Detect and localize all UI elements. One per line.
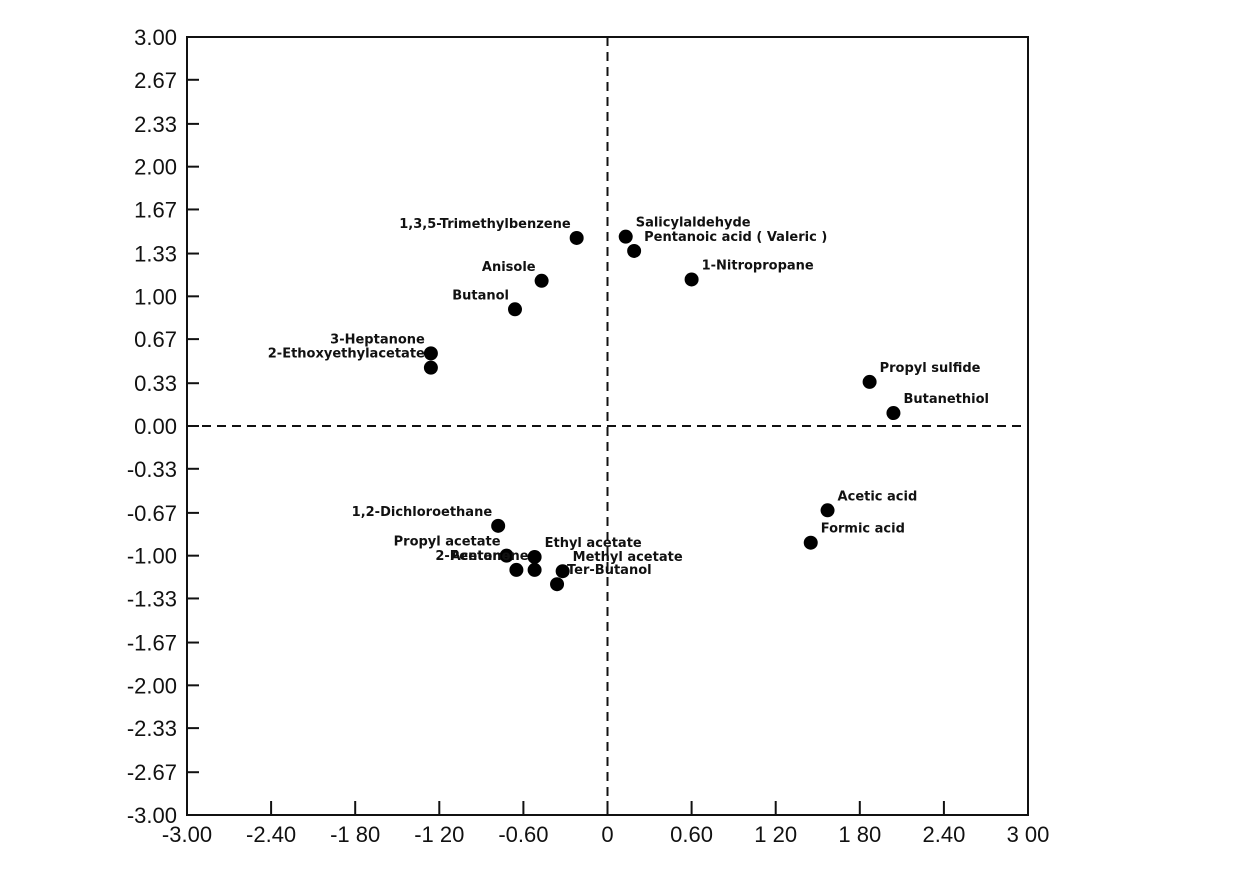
x-tick-label: 3 00 — [1007, 822, 1050, 847]
data-point-label: Ter-Butanol — [567, 563, 652, 578]
axes: -3.00 -2.40 -1 80 -1 20 -0.60 0 0.60 1 20 1 80 2.… — [127, 25, 1050, 847]
data-point-label: Butanethiol — [903, 392, 989, 407]
data-point — [527, 549, 542, 564]
y-tick-label: 3.00 — [134, 25, 177, 50]
data-point-label: 1,2-Dichloroethane — [352, 505, 493, 520]
data-point — [550, 577, 565, 592]
data-point-label: Butanol — [452, 288, 509, 303]
data-point-label: 2-Ethoxyethylacetate — [268, 347, 425, 362]
x-tick-label: 0 — [601, 822, 613, 847]
data-point — [862, 374, 877, 389]
data-point — [527, 562, 542, 577]
data-point-label: Ethyl acetate — [545, 536, 642, 551]
point-labels: 1,3,5-Trimethylbenzene SalicylaldehydePen… — [268, 216, 989, 579]
x-tick-label: -1 20 — [414, 822, 464, 847]
data-point-label: Acetone — [451, 549, 511, 564]
y-tick-label: 0.67 — [134, 327, 177, 352]
data-point — [820, 503, 835, 518]
data-point-label: 3-Heptanone — [330, 332, 425, 347]
data-point — [803, 535, 818, 550]
data-point-label: Anisole — [482, 260, 536, 275]
data-point — [423, 346, 438, 361]
y-tick-label: 1.33 — [134, 242, 177, 267]
x-tick-label: -2.40 — [246, 822, 296, 847]
y-tick-label: 0.00 — [134, 414, 177, 439]
data-point — [555, 564, 570, 579]
data-point — [423, 360, 438, 375]
data-point-label: Formic acid — [821, 522, 905, 537]
data-point-label: 1,3,5-Trimethylbenzene — [399, 217, 571, 232]
x-tick-label: 0.60 — [670, 822, 713, 847]
data-point-label: Propyl acetate — [394, 535, 501, 550]
x-tick-label: -0.60 — [498, 822, 548, 847]
x-tick-label: -3.00 — [162, 822, 212, 847]
data-points — [423, 229, 901, 592]
y-tick-label: -2.00 — [127, 673, 177, 698]
data-point — [618, 229, 633, 244]
y-tick-label: 2.33 — [134, 112, 177, 137]
data-point — [507, 302, 522, 317]
data-point — [569, 230, 584, 245]
data-point-label: 1-Nitropropane — [702, 258, 814, 273]
y-tick-label: 1.00 — [134, 284, 177, 309]
y-tick-label: 0.33 — [134, 371, 177, 396]
y-tick-label: -2.33 — [127, 716, 177, 741]
data-point — [684, 272, 699, 287]
data-point — [627, 243, 642, 258]
x-tick-label: 2.40 — [922, 822, 965, 847]
data-point-label: Acetic acid — [838, 489, 918, 504]
data-point-label: 2-Pentanone — [435, 549, 528, 564]
data-point-label: Pentanoic acid ( Valeric ) — [644, 230, 827, 245]
y-tick-label: -1.00 — [127, 544, 177, 569]
y-tick-label: -0.67 — [127, 501, 177, 526]
y-tick-label: -1.33 — [127, 586, 177, 611]
data-point-label: Propyl sulfide — [880, 361, 981, 376]
data-point-label: Methyl acetate — [573, 550, 683, 565]
y-tick-label: 1.67 — [134, 197, 177, 222]
data-point — [499, 548, 514, 563]
x-tick-label: -1 80 — [330, 822, 380, 847]
data-point — [491, 518, 506, 533]
y-tick-label: 2.67 — [134, 68, 177, 93]
data-point-label: Salicylaldehyde — [636, 216, 751, 231]
y-tick-label: -2.67 — [127, 760, 177, 785]
y-tick-label: -1.67 — [127, 631, 177, 656]
x-tick-label: 1 80 — [838, 822, 881, 847]
data-point — [534, 273, 549, 288]
y-tick-label: -0.33 — [127, 457, 177, 482]
y-tick-label: -3.00 — [127, 803, 177, 828]
x-tick-label: 1 20 — [754, 822, 797, 847]
data-point — [509, 562, 524, 577]
data-point — [886, 406, 901, 421]
y-tick-label: 2.00 — [134, 155, 177, 180]
